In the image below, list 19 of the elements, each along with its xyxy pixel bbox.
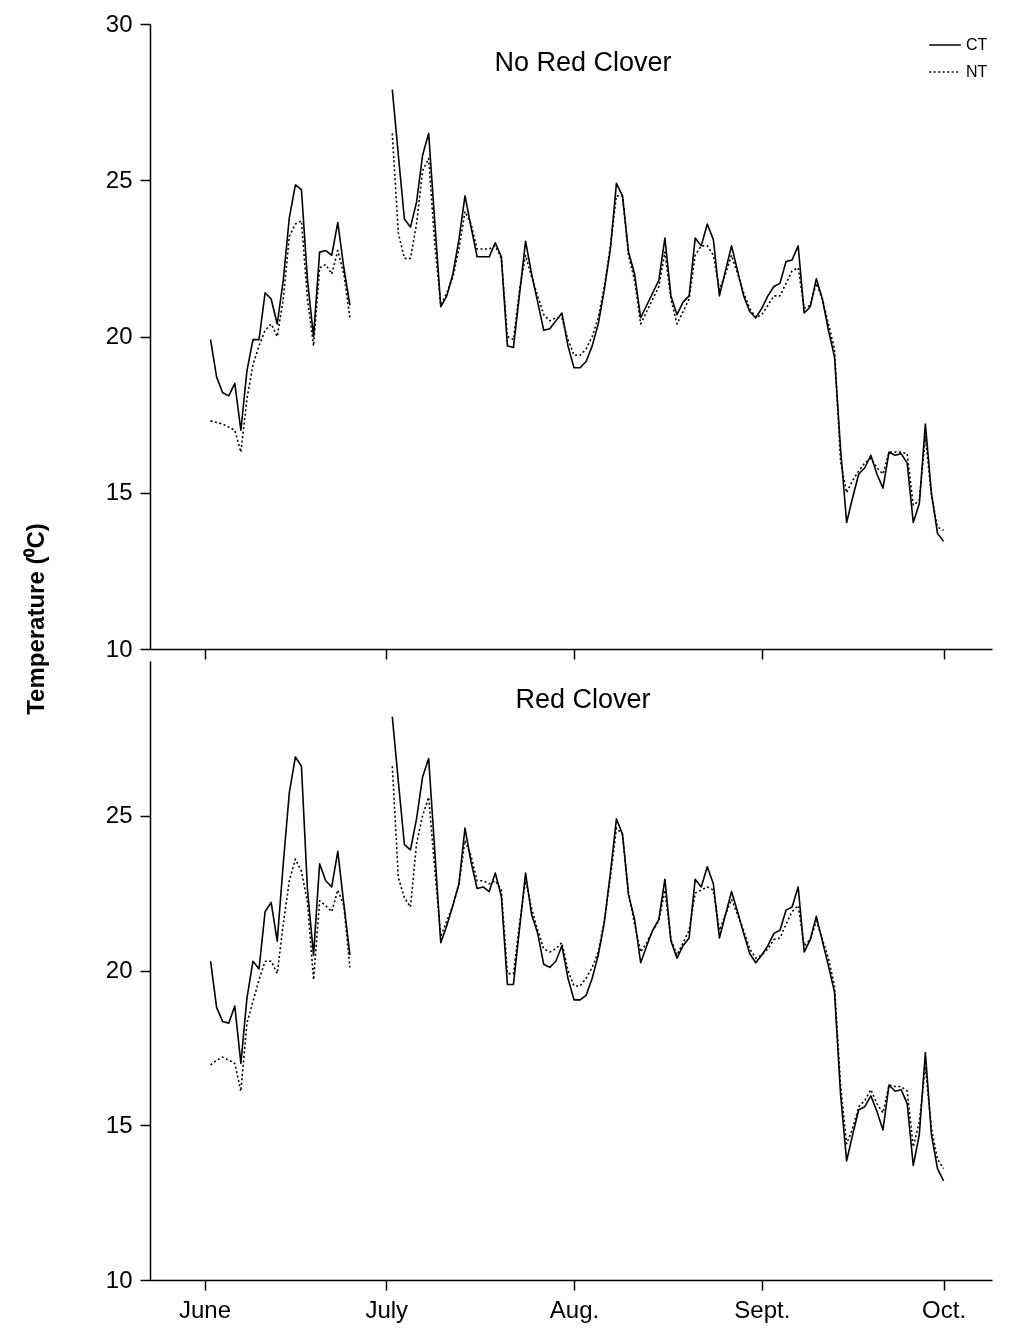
y-tick-label: 15 — [105, 478, 133, 506]
x-tick-label: Aug. — [549, 1295, 600, 1323]
x-tick-label: June — [178, 1295, 232, 1323]
y-tick-label: 25 — [105, 165, 133, 193]
legend-label: NT — [966, 63, 988, 80]
text: Red Clover — [515, 684, 651, 714]
y-tick-label: 10 — [105, 1265, 133, 1293]
legend-label: CT — [966, 36, 988, 53]
x-tick-label: Sept. — [734, 1295, 791, 1323]
x-tick-label: Oct. — [922, 1295, 967, 1323]
y-axis-title: Temperature (⁰C) — [22, 523, 49, 715]
y-tick-label: 10 — [105, 634, 133, 662]
y-tick-label: 20 — [105, 956, 133, 983]
y-tick-label: 15 — [105, 1110, 133, 1138]
x-tick-label: July — [365, 1295, 409, 1323]
text: No Red Clover — [494, 47, 672, 77]
y-tick-label: 25 — [105, 801, 133, 829]
y-tick-label: 30 — [105, 9, 133, 37]
y-tick-label: 20 — [105, 322, 133, 349]
